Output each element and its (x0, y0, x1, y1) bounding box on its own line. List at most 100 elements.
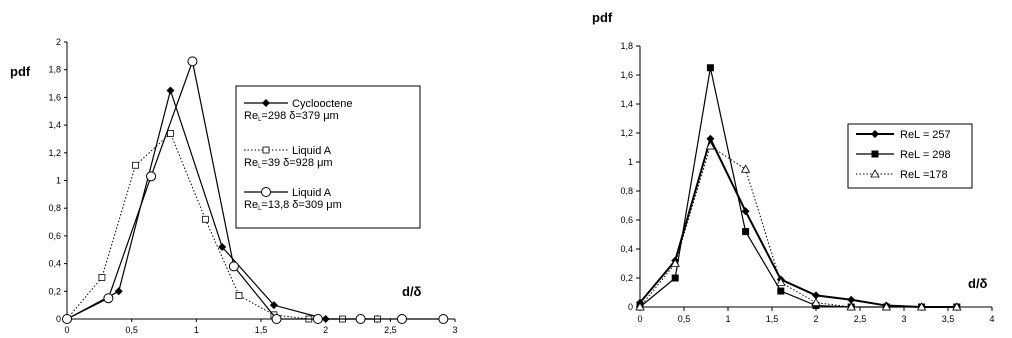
data-point (671, 274, 679, 282)
x-tick-label: 3 (452, 325, 457, 335)
legend-swatch-marker (871, 130, 879, 138)
data-point (235, 292, 243, 299)
y-tick-label: 1 (628, 157, 633, 167)
legend-sublabel: ReL=39 δ=928 μm (244, 157, 333, 170)
legend-sublabel: ReL=298 δ=379 μm (244, 110, 339, 123)
legend-label: Liquid A (292, 145, 332, 157)
y-tick-label: 0,8 (48, 203, 61, 213)
x-tick-label: 3,5 (942, 314, 955, 324)
data-point (812, 291, 820, 300)
legend-item: ReL = 257 (856, 129, 951, 141)
y-tick-label: 0,6 (48, 231, 61, 241)
data-point (811, 297, 821, 307)
legend-label: Cyclooctene (292, 98, 353, 110)
legend-box (235, 85, 421, 229)
x-tick-label: 1,5 (766, 314, 779, 324)
data-point (777, 287, 785, 295)
data-point (438, 314, 449, 324)
data-point (847, 295, 856, 304)
data-point (166, 86, 175, 95)
y-tick-label: 1,2 (620, 128, 633, 138)
series-line (639, 67, 957, 308)
x-tick-label: 0 (637, 314, 642, 324)
data-point (269, 301, 278, 310)
legend-swatch-marker (261, 187, 271, 197)
legend: ReL = 257 ReL = 298 ReL =178 (847, 123, 973, 189)
data-point (740, 164, 751, 173)
legend-item: ReL = 298 (856, 149, 951, 161)
data-point (705, 141, 716, 150)
legend-item: ReL =178 (856, 169, 948, 181)
y-tick-label: 0,4 (48, 259, 61, 269)
x-tick-label: 1,5 (255, 325, 268, 335)
legend-label: Liquid A (292, 187, 332, 199)
y-tick-label: 1,6 (48, 92, 61, 102)
y-tick-label: 0,8 (620, 186, 633, 196)
data-point (742, 228, 750, 236)
y-tick-label: 2 (56, 37, 61, 47)
x-tick-label: 3 (901, 314, 906, 324)
chart-2: 0 0,2 0,4 0,6 0,8 1 1,2 1,4 1,6 1,8 0 0,5 1 1,5 2 2,5 3 3… (592, 10, 995, 324)
data-point (706, 134, 715, 143)
y-tick-label: 0 (628, 302, 633, 312)
y-tick-label: 1,6 (620, 70, 633, 80)
legend-label: ReL = 298 (900, 149, 951, 161)
x-axis-label: d/δ (402, 284, 422, 299)
series-line (66, 59, 444, 320)
data-point (846, 302, 856, 311)
data-point (635, 302, 645, 311)
y-tick-label: 1,4 (620, 99, 633, 109)
data-point (62, 314, 72, 324)
data-point (776, 277, 786, 286)
data-point (98, 274, 106, 281)
y-tick-label: 0,4 (620, 244, 633, 254)
data-point (218, 242, 227, 251)
x-tick-label: 2,5 (384, 325, 397, 335)
data-point (271, 314, 282, 324)
legend-swatch-marker (262, 99, 270, 107)
y-tick-label: 0,6 (620, 215, 633, 225)
data-point (706, 64, 714, 72)
data-point (312, 314, 323, 324)
y-tick-label: 1,8 (620, 41, 633, 51)
x-tick-label: 2,5 (854, 314, 867, 324)
x-axis-label: d/δ (968, 276, 988, 291)
data-point (132, 161, 139, 169)
y-axis-label: pdf (592, 10, 613, 25)
x-tick-label: 0 (64, 325, 69, 335)
legend-swatch-marker (870, 169, 880, 178)
x-tick-label: 4 (989, 314, 994, 324)
legend-label: ReL =178 (900, 169, 948, 181)
data-point (187, 56, 198, 67)
x-tick-label: 2 (323, 325, 328, 335)
legend-sublabel: ReL=13,8 δ=309 μm (244, 199, 342, 212)
data-point (201, 215, 209, 223)
data-point (741, 207, 750, 216)
chart-1: 0 0,2 0,4 0,6 0,8 1 1,2 1,4 1,6 1,8 2 0 0,5 1 1,5 2 2,5 3… (10, 37, 458, 335)
data-point (670, 258, 680, 267)
y-axis-label: pdf (10, 64, 31, 79)
data-point (146, 171, 157, 182)
x-tick-label: 0,5 (125, 325, 138, 335)
x-tick-label: 1 (194, 325, 199, 335)
y-tick-label: 1 (56, 176, 61, 186)
data-point (916, 302, 927, 311)
series-3 (635, 141, 962, 311)
series-line (639, 136, 957, 308)
x-tick-label: 2 (813, 314, 818, 324)
legend-swatch-marker (262, 146, 270, 154)
data-point (952, 302, 962, 311)
x-tick-label: 1 (725, 314, 730, 324)
data-point (355, 314, 366, 324)
y-tick-label: 1,4 (48, 120, 61, 130)
y-tick-label: 1,8 (48, 65, 61, 75)
data-point (228, 261, 239, 272)
y-tick-label: 0,2 (48, 286, 61, 296)
legend-swatch-marker (871, 150, 879, 158)
series-3 (62, 56, 449, 324)
